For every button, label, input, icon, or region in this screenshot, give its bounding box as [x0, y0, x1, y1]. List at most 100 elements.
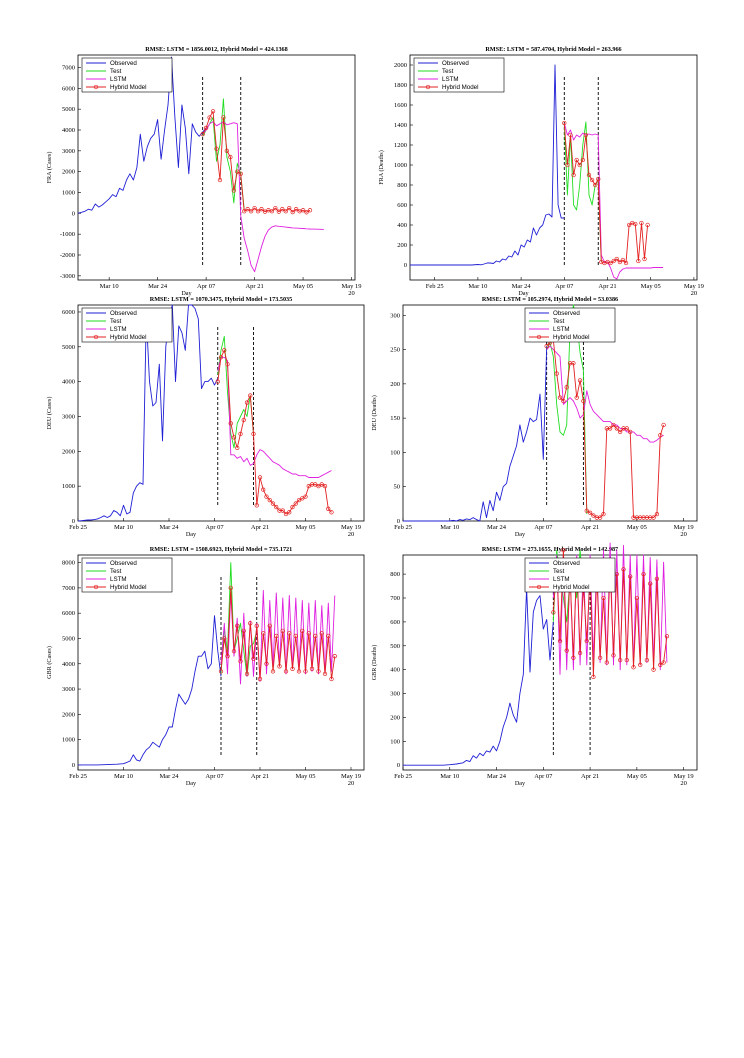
x-tick-label: Apr 07: [555, 283, 574, 290]
hybrid-marker: [316, 484, 321, 489]
hybrid-marker: [332, 654, 337, 659]
legend-label: LSTM: [110, 76, 127, 83]
chart-title: RMSE: LSTM = 273.1655, Hybrid Model = 14…: [482, 546, 618, 553]
hybrid-marker: [597, 655, 603, 660]
hybrid-marker: [290, 666, 295, 671]
hybrid-marker: [293, 207, 299, 212]
hybrid-marker: [636, 258, 641, 264]
series-line-lstm: [220, 589, 336, 685]
hybrid-marker: [241, 417, 246, 423]
chart-panel: RMSE: LSTM = 105.2974, Hybrid Model = 53…: [371, 296, 698, 538]
chart-title: RMSE: LSTM = 1070.3475, Hybrid Model = 1…: [150, 296, 293, 303]
y-axis-label: FRA (Cases): [46, 152, 53, 184]
hybrid-marker: [228, 421, 233, 426]
hybrid-marker: [290, 209, 295, 215]
hybrid-marker: [304, 210, 309, 215]
legend-label: Hybrid Model: [110, 84, 146, 91]
y-tick-label: 3000: [62, 148, 75, 155]
x-tick-label: Feb 25: [426, 283, 444, 290]
y-tick-label: 800: [390, 571, 400, 578]
y-tick-label: 1000: [62, 190, 75, 197]
chart-panel: RMSE: LSTM = 1070.3475, Hybrid Model = 1…: [46, 296, 365, 538]
hybrid-marker: [264, 661, 269, 666]
hybrid-marker: [244, 671, 250, 677]
hybrid-marker: [319, 482, 324, 487]
legend-label: Test: [110, 568, 122, 575]
chart-panel: RMSE: LSTM = 1508.6923, Hybrid Model = 7…: [46, 546, 365, 787]
y-tick-label: -2000: [60, 252, 75, 259]
legend-label: Observed: [110, 560, 137, 567]
hybrid-marker: [280, 207, 285, 212]
hybrid-marker: [218, 669, 224, 674]
chart-title: RMSE: LSTM = 587.4704, Hybrid Model = 26…: [485, 46, 621, 53]
hybrid-marker: [214, 146, 219, 151]
hybrid-marker: [651, 515, 656, 520]
hybrid-marker: [658, 662, 663, 668]
x-tick-label-year: 20: [691, 290, 698, 297]
legend-label: Test: [553, 318, 565, 325]
hybrid-marker: [322, 484, 328, 489]
y-axis-label: GBR (Cases): [46, 646, 53, 679]
hybrid-marker: [564, 385, 569, 390]
series-line-observed: [403, 587, 554, 766]
hybrid-marker: [664, 634, 670, 639]
series-line-observed: [410, 64, 565, 266]
x-axis-label: Day: [515, 780, 526, 787]
hybrid-marker: [607, 426, 613, 431]
hybrid-marker: [222, 348, 227, 353]
hybrid-marker: [568, 132, 573, 138]
hybrid-marker: [326, 506, 331, 511]
series-line-lstm: [546, 345, 664, 443]
y-tick-label: 1000: [394, 162, 407, 169]
hybrid-marker: [551, 610, 556, 615]
hybrid-marker: [651, 667, 656, 672]
x-tick-label-year: 20: [348, 290, 355, 297]
legend-label: Test: [110, 318, 122, 325]
hybrid-marker: [280, 628, 285, 634]
x-tick-label: Apr 21: [598, 283, 616, 290]
plot-frame: [77, 554, 365, 771]
x-axis-label: Day: [515, 531, 526, 538]
y-tick-label: 4000: [62, 127, 75, 134]
x-tick-label: May 05: [293, 283, 313, 290]
hybrid-marker: [242, 209, 247, 214]
hybrid-marker: [293, 633, 298, 639]
y-tick-label: 200: [390, 381, 400, 388]
series-line-lstm: [217, 356, 332, 478]
hybrid-marker: [238, 431, 243, 437]
y-tick-label: 600: [390, 619, 400, 626]
hybrid-marker: [221, 115, 226, 120]
y-tick-label: 0: [404, 262, 407, 269]
y-tick-label: 6000: [62, 85, 75, 92]
hybrid-marker: [620, 257, 626, 263]
hybrid-marker: [604, 660, 609, 665]
hybrid-marker: [644, 657, 650, 663]
hybrid-marker: [255, 209, 261, 214]
hybrid-marker: [224, 148, 230, 153]
legend-label: LSTM: [110, 326, 127, 333]
y-tick-label: 8000: [62, 560, 75, 567]
hybrid-marker: [628, 429, 633, 435]
hybrid-marker: [654, 511, 660, 517]
y-tick-label: 0: [72, 518, 75, 525]
hybrid-marker: [248, 209, 254, 214]
legend-label: Hybrid Model: [110, 584, 146, 591]
hybrid-marker: [631, 665, 636, 670]
y-tick-label: 1000: [62, 737, 75, 744]
series-line-lstm: [202, 121, 324, 273]
legend-label: Observed: [110, 310, 137, 317]
y-tick-label: 3000: [62, 686, 75, 693]
y-tick-label: 1200: [394, 142, 407, 149]
y-tick-label: 6000: [62, 309, 75, 316]
plot-frame: [402, 554, 698, 771]
legend-label: LSTM: [553, 326, 570, 333]
hybrid-marker: [586, 172, 592, 178]
hybrid-marker: [641, 571, 646, 577]
hybrid-marker: [587, 510, 593, 515]
legend-label: LSTM: [110, 576, 127, 583]
hybrid-marker: [661, 422, 666, 428]
legend-marker: [536, 334, 542, 340]
hybrid-marker: [554, 371, 559, 376]
legend-label: Observed: [110, 60, 137, 67]
